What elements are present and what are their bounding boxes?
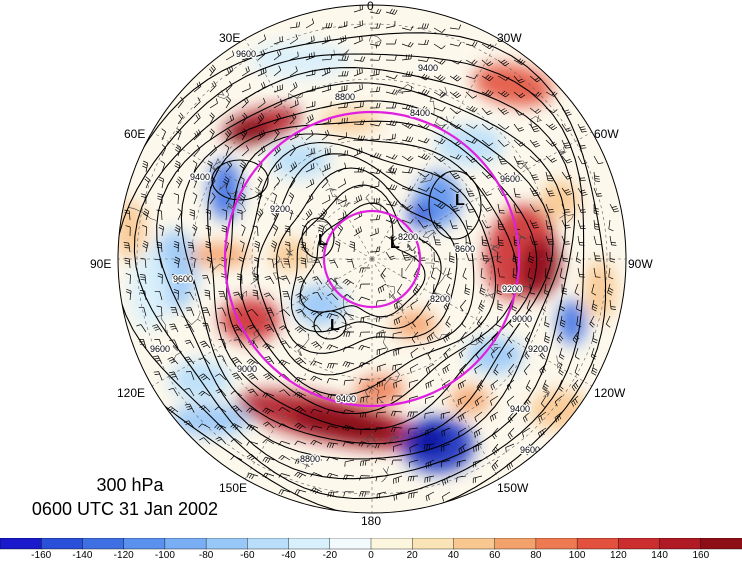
contour-label: 9600 — [520, 445, 540, 455]
contour-label: 9600 — [150, 344, 170, 354]
colorbar-swatch — [123, 538, 166, 550]
colorbar-tick: 20 — [406, 550, 418, 561]
colorbar-tick: 0 — [368, 550, 374, 561]
lon-label-30e: 30E — [219, 31, 241, 45]
polar-map: 9600 9400 8400 8800 9400 9200 9600 9600 9000 9400… — [117, 4, 627, 514]
lon-label-60w: 60W — [594, 127, 619, 141]
colorbar-tick: 40 — [447, 550, 459, 561]
contour-label: 9600 — [500, 174, 520, 184]
colorbar-swatch — [329, 538, 372, 550]
colorbar-swatch — [412, 538, 455, 550]
contour-label: 8600 — [455, 244, 475, 254]
colorbar-tick: 100 — [568, 550, 586, 561]
colorbar-swatch — [494, 538, 537, 550]
colorbar-tick: -100 — [154, 550, 175, 561]
colorbar-tick: 120 — [609, 550, 627, 561]
magenta-rings — [223, 110, 521, 408]
contour-label: 8200 — [398, 232, 418, 242]
lon-label-150e: 150E — [219, 481, 248, 495]
contour-label: 9200 — [528, 344, 548, 354]
low-marker: L — [455, 192, 465, 209]
colorbar-tick: -160 — [31, 550, 52, 561]
map-disk: 9600 9400 8400 8800 9400 9200 9600 9600 9000 9400… — [118, 5, 626, 513]
colorbar-swatch — [41, 538, 84, 550]
contour-label: 8800 — [300, 454, 320, 464]
colorbar-swatch — [535, 538, 578, 550]
contour-label: 9600 — [236, 49, 256, 59]
map-boundary — [117, 4, 627, 514]
lon-label-60e: 60E — [124, 127, 146, 141]
colorbar-swatch — [453, 538, 496, 550]
contour-label: 9400 — [336, 394, 356, 404]
lon-label-90w: 90W — [628, 257, 653, 271]
colorbar-swatch — [370, 538, 413, 550]
colorbar-swatch — [576, 538, 620, 550]
contour-label: 9400 — [418, 63, 438, 73]
colorbar-tick: 140 — [651, 550, 668, 561]
colorbar-tick: -20 — [322, 550, 338, 561]
time-label: 0600 UTC 31 Jan 2002 — [31, 499, 219, 519]
colorbar-swatch — [247, 538, 290, 550]
low-marker: L — [390, 235, 400, 252]
low-markers: L L L L — [318, 192, 465, 334]
colorbar-tick: -120 — [113, 550, 134, 561]
lon-label-120w: 120W — [594, 386, 626, 400]
colorbar-tick: 60 — [489, 550, 501, 561]
colorbar-tick: -80 — [198, 550, 214, 561]
colorbar-swatch — [618, 538, 661, 550]
lon-label-180: 180 — [361, 514, 382, 528]
colorbar-swatch — [164, 538, 207, 550]
colorbar-swatch — [205, 538, 249, 550]
contour-label: 9400 — [510, 404, 530, 414]
colorbar-tick: 80 — [530, 550, 542, 561]
colorbar-swatch — [82, 538, 125, 550]
low-marker: L — [330, 317, 340, 334]
contour-label: 9000 — [512, 314, 532, 324]
low-marker: L — [318, 232, 328, 249]
contour-label: 9200 — [270, 204, 290, 214]
colorbar-tick: 160 — [692, 550, 710, 561]
colorbar-swatch — [0, 538, 42, 550]
contour-label: 8800 — [335, 92, 355, 102]
colorbar-swatch — [288, 538, 331, 550]
colorbar-swatch — [700, 538, 742, 550]
lon-label-120e: 120E — [117, 386, 146, 400]
contour-labels: 9600 9400 8400 8800 9400 9200 9600 9600 9000 9400… — [149, 48, 550, 466]
lon-label-0: 0 — [367, 0, 374, 13]
contour-label: 9600 — [173, 274, 193, 284]
height-contours — [118, 32, 607, 513]
colorbar — [0, 538, 742, 550]
level-label: 300 hPa — [96, 475, 164, 495]
lon-label-90e: 90E — [90, 257, 112, 271]
contour-label: 9000 — [237, 364, 257, 374]
lon-label-150w: 150W — [497, 481, 529, 495]
contour-label: 8400 — [410, 108, 430, 118]
contour-label: 9400 — [190, 172, 210, 182]
lon-label-30w: 30W — [497, 31, 522, 45]
contour-label: 8200 — [430, 294, 450, 304]
colorbar-tick: -140 — [72, 550, 93, 561]
wind-barbs — [123, 5, 620, 502]
colorbar-tick: -40 — [281, 550, 296, 561]
colorbar-swatch — [659, 538, 702, 550]
contour-label: 9200 — [502, 284, 522, 294]
colorbar-tick: -60 — [240, 550, 255, 561]
